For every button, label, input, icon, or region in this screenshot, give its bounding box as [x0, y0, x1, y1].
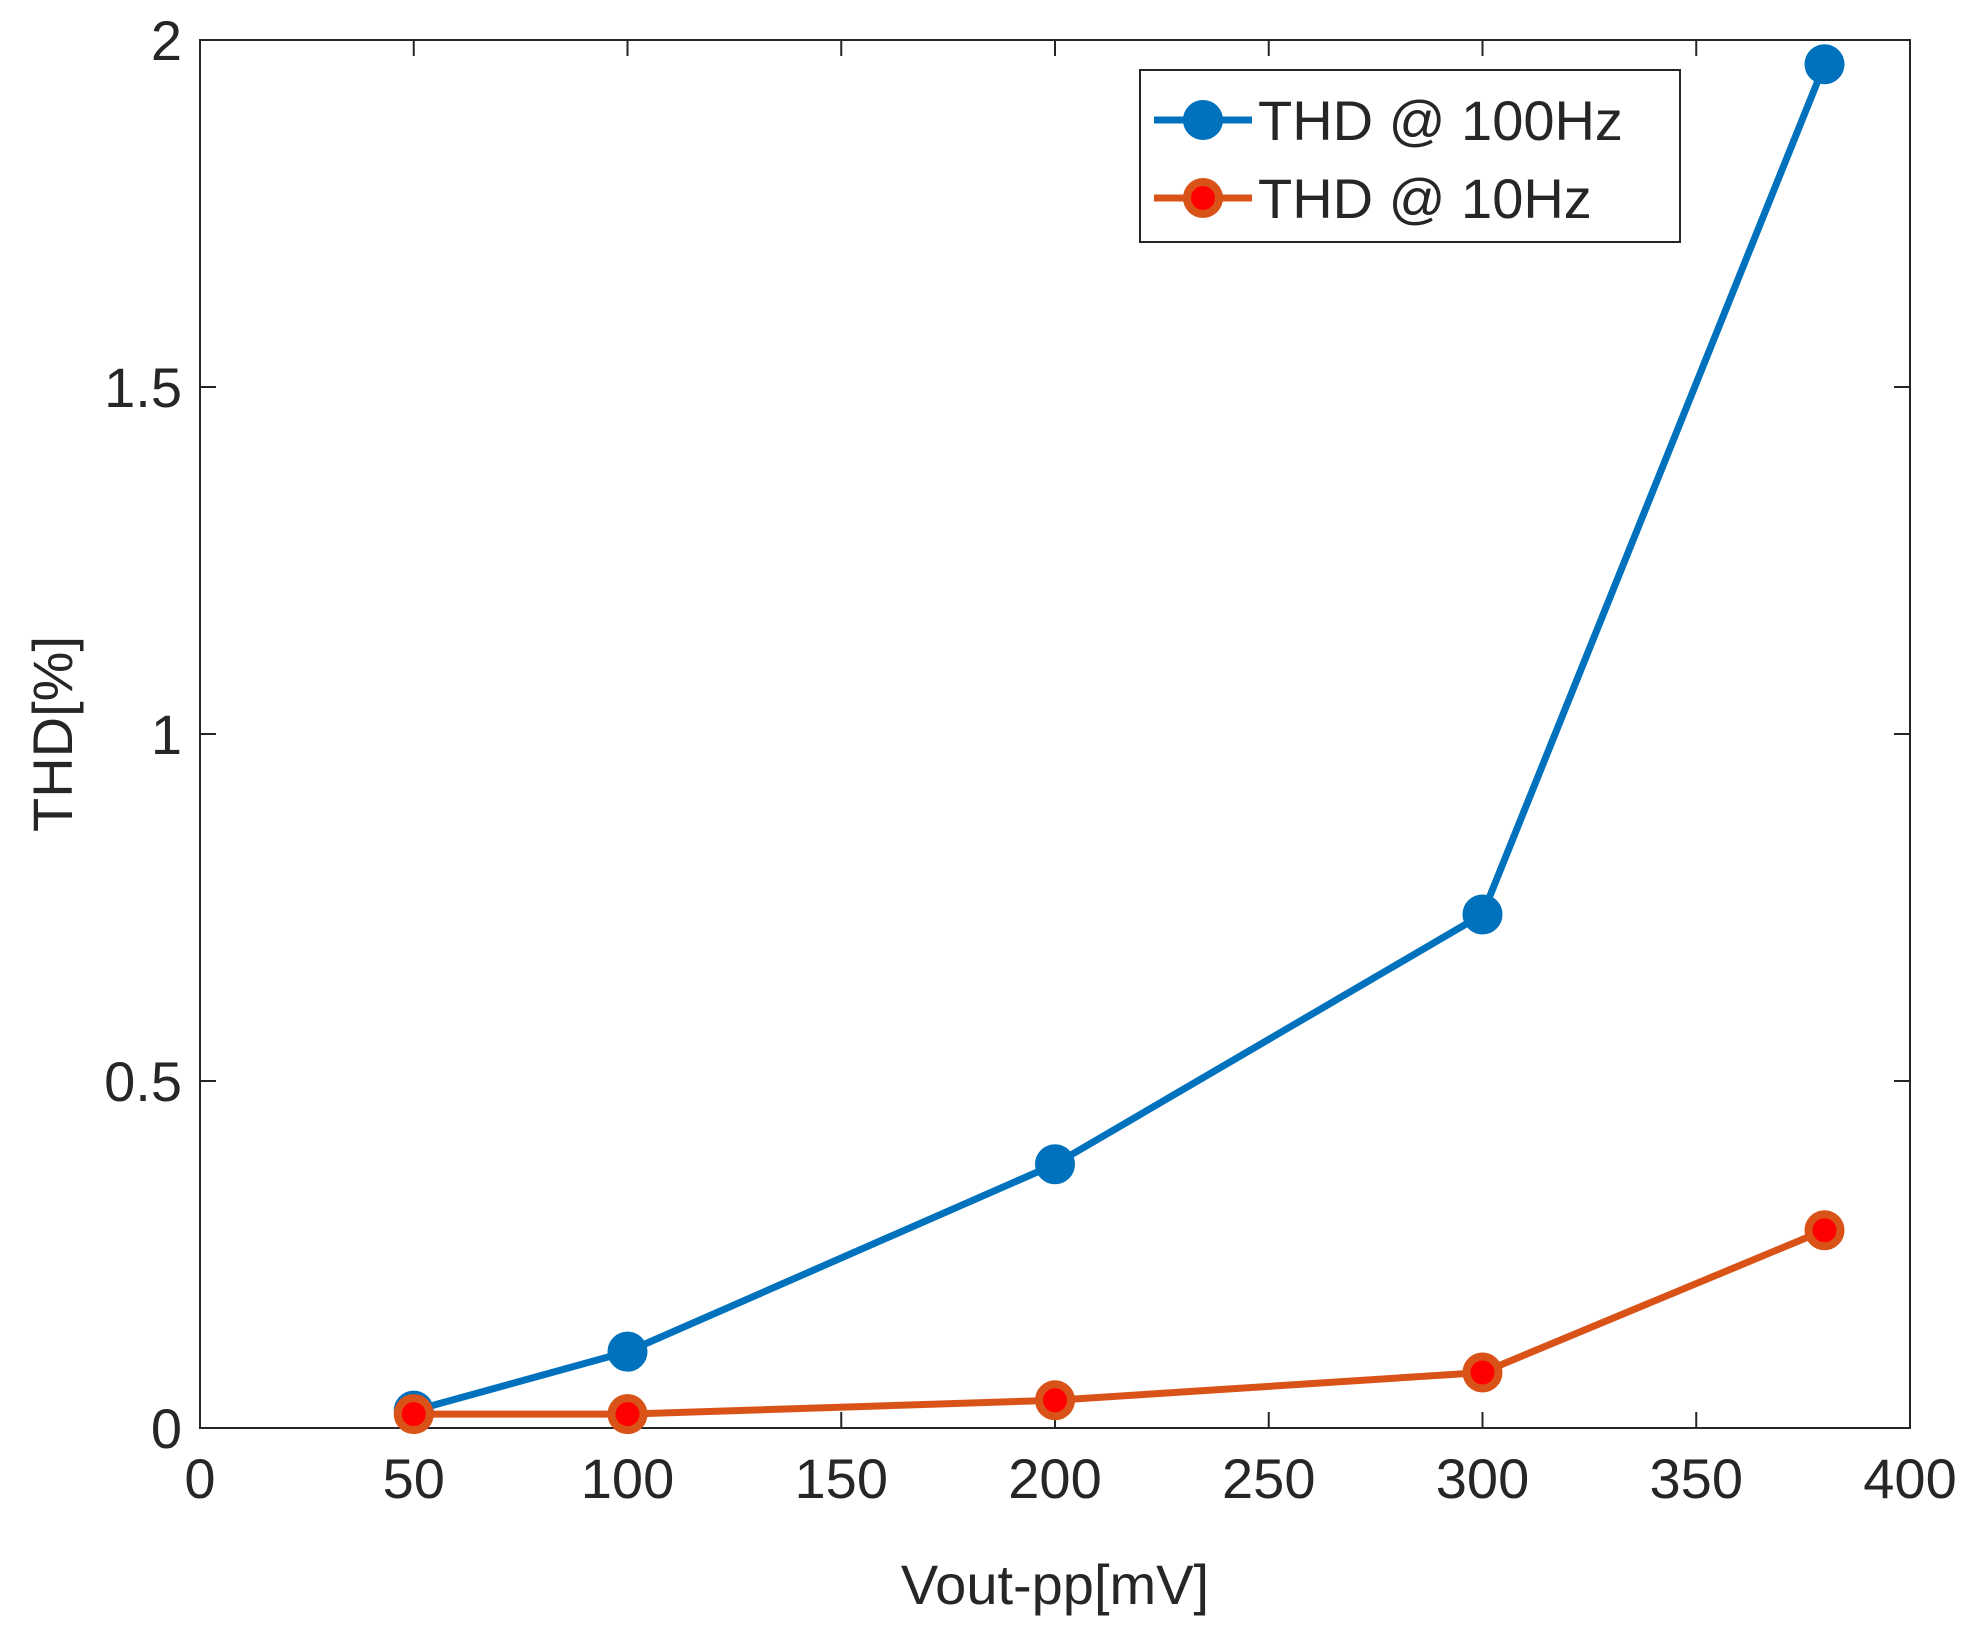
legend: THD @ 100Hz THD @ 10Hz	[1139, 69, 1681, 243]
y-tick-label: 0.5	[104, 1050, 182, 1113]
data-point	[1804, 1210, 1845, 1251]
data-point	[1462, 1352, 1503, 1393]
x-tick-label: 300	[1436, 1447, 1529, 1510]
axis-ticks: 0 50 100 150 200 250 300 350 400 0 0.5 1 1.5 2	[104, 9, 1957, 1510]
plot-area	[199, 39, 1911, 1429]
x-axis-label: Vout-pp[mV]	[901, 1553, 1209, 1616]
series-1	[393, 1210, 1845, 1435]
x-tick-label: 200	[1008, 1447, 1101, 1510]
y-tick-label: 0	[151, 1397, 182, 1460]
y-tick-label: 2	[151, 9, 182, 72]
data-point	[1035, 1380, 1075, 1421]
x-tick-label: 150	[795, 1447, 888, 1510]
data-point	[393, 1394, 434, 1435]
data-point	[607, 1394, 648, 1435]
data-point	[1035, 1144, 1075, 1185]
legend-marker	[1183, 178, 1223, 218]
x-tick-label: 400	[1863, 1447, 1956, 1510]
legend-marker	[1183, 100, 1223, 140]
data-point	[607, 1331, 648, 1372]
legend-label: THD @ 100Hz	[1258, 89, 1623, 152]
x-tick-label: 0	[184, 1447, 215, 1510]
y-tick-label: 1.5	[104, 356, 182, 419]
legend-entry: THD @ 10Hz	[1154, 167, 1592, 230]
data-point	[1462, 894, 1503, 935]
data-series	[393, 44, 1845, 1435]
legend-box	[1139, 69, 1681, 243]
y-axis-label: THD[%]	[21, 636, 84, 832]
x-tick-label: 100	[581, 1447, 674, 1510]
x-tick-label: 350	[1650, 1447, 1743, 1510]
legend-label: THD @ 10Hz	[1258, 167, 1592, 230]
x-tick-label: 250	[1222, 1447, 1315, 1510]
data-point	[1804, 44, 1845, 85]
x-tick-label: 50	[383, 1447, 445, 1510]
y-tick-label: 1	[151, 703, 182, 766]
legend-entry: THD @ 100Hz	[1154, 89, 1623, 152]
